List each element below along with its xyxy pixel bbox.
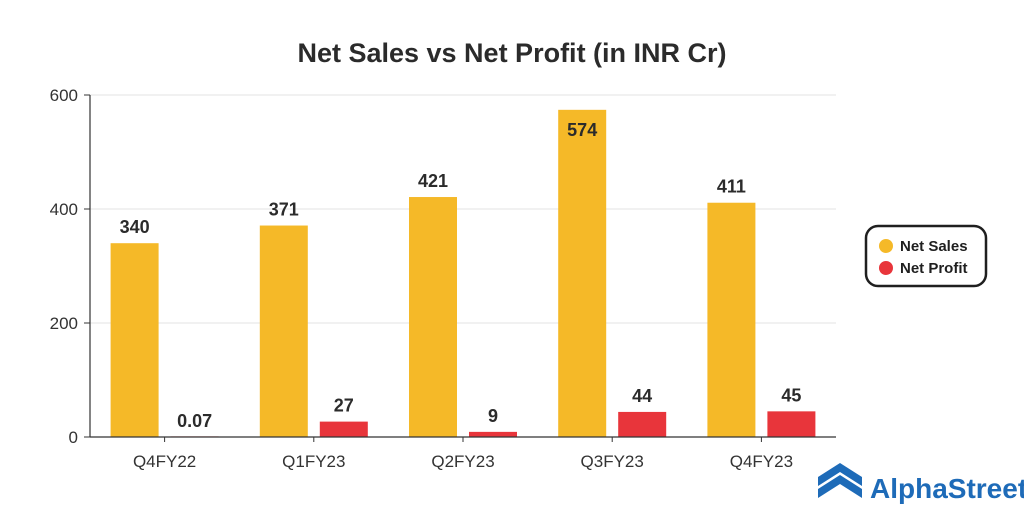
bar-net-sales — [110, 243, 159, 437]
legend: Net Sales Net Profit — [864, 224, 988, 288]
data-label: 44 — [632, 386, 652, 406]
data-label: 340 — [120, 217, 150, 237]
legend-label: Net Sales — [900, 238, 968, 255]
y-tick-label: 0 — [69, 428, 78, 447]
bar-net-sales — [707, 202, 756, 437]
bar-net-profit — [469, 431, 517, 437]
bar-net-profit — [618, 411, 667, 437]
y-tick-label: 400 — [50, 200, 78, 219]
bar-net-sales — [259, 225, 308, 437]
data-label: 27 — [334, 396, 354, 416]
legend-label: Net Profit — [900, 260, 968, 277]
legend-marker-net-profit — [879, 261, 893, 275]
bar-net-profit — [767, 411, 816, 437]
data-label: 45 — [781, 385, 801, 405]
data-label: 411 — [717, 177, 746, 197]
alphastreet-logo-text: AlphaStreet — [870, 473, 1024, 504]
legend-marker-net-sales — [879, 239, 893, 253]
alphastreet-logo: AlphaStreet — [818, 463, 1024, 504]
alphastreet-logo-icon — [818, 463, 862, 498]
bars: 340 0.07 371 27 421 9 574 44 411 45 — [110, 109, 816, 437]
data-label: 574 — [567, 120, 597, 140]
x-tick-label: Q3FY23 — [581, 452, 644, 471]
data-label: 9 — [488, 406, 498, 426]
data-label: 371 — [269, 200, 299, 220]
bar-net-sales — [409, 197, 457, 437]
x-tick-label: Q4FY22 — [133, 452, 196, 471]
x-axis: Q4FY22 Q1FY23 Q2FY23 Q3FY23 Q4FY23 — [90, 436, 836, 471]
legend-box — [864, 224, 988, 288]
bar-net-sales — [558, 109, 607, 437]
data-label: 0.07 — [177, 411, 212, 431]
chart-title: Net Sales vs Net Profit (in INR Cr) — [297, 38, 726, 68]
y-tick-label: 600 — [50, 86, 78, 105]
x-tick-label: Q4FY23 — [730, 452, 793, 471]
y-axis: 0 200 400 600 — [50, 86, 91, 447]
y-tick-label: 200 — [50, 314, 78, 333]
data-label: 421 — [418, 171, 448, 191]
bar-net-profit — [319, 421, 368, 437]
x-tick-label: Q1FY23 — [282, 452, 345, 471]
x-tick-label: Q2FY23 — [431, 452, 494, 471]
